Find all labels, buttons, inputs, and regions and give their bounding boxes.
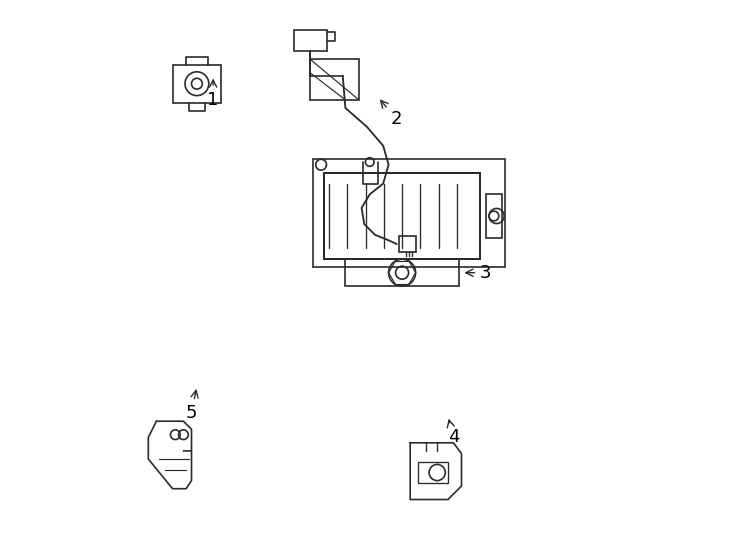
Bar — [418, 462, 448, 483]
Text: 4: 4 — [447, 420, 459, 447]
Bar — [486, 194, 502, 238]
Bar — [399, 236, 415, 252]
Text: 2: 2 — [381, 100, 402, 128]
Bar — [346, 259, 459, 286]
Bar — [324, 173, 480, 259]
Text: 5: 5 — [186, 390, 198, 422]
Bar — [310, 59, 359, 100]
Bar — [294, 30, 327, 51]
Bar — [313, 159, 505, 267]
Bar — [172, 65, 221, 103]
Text: 1: 1 — [208, 80, 219, 109]
Text: 3: 3 — [466, 264, 492, 282]
